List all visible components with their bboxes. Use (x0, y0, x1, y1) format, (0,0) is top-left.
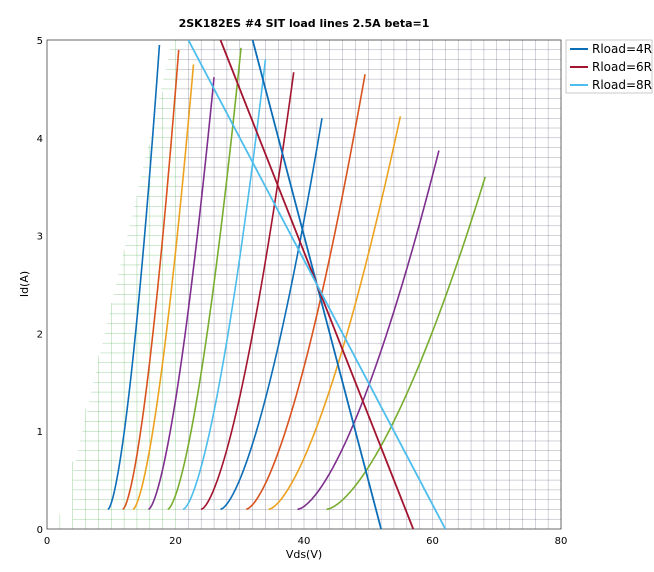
legend-label-2: Rload=6R (592, 60, 652, 74)
y-tick-label: 3 (37, 232, 43, 243)
characteristic-curve-5 (167, 47, 242, 511)
characteristic-curve-1 (107, 44, 161, 510)
characteristic-curve-10 (268, 116, 402, 511)
characteristic-curve-9 (245, 74, 366, 511)
chart-title: 2SK182ES #4 SIT load lines 2.5A beta=1 (179, 17, 430, 30)
characteristic-curve-12 (326, 176, 486, 511)
x-tick-label: 80 (555, 536, 568, 547)
characteristic-curve-7 (200, 72, 295, 511)
legend: Rload=4R Rload=6R Rload=8R (565, 39, 653, 94)
legend-label-3: Rload=8R (592, 78, 652, 92)
legend-label-1: Rload=4R (592, 42, 652, 56)
load-lines (187, 39, 447, 530)
y-axis-label: Id(A) (18, 271, 31, 297)
load-line-3 (187, 39, 447, 530)
characteristic-curve-6 (182, 59, 267, 511)
x-axis-label: Vds(V) (286, 548, 322, 561)
tick-labels: 0 20 40 60 80 0 1 2 3 4 5 (37, 36, 568, 547)
x-tick-label: 20 (169, 536, 182, 547)
x-tick-label: 60 (426, 536, 439, 547)
plot-frame (46, 39, 562, 530)
characteristic-curve-3 (132, 64, 195, 511)
y-tick-label: 4 (37, 134, 43, 145)
characteristic-curves (107, 44, 486, 511)
x-tick-label: 40 (298, 536, 311, 547)
y-tick-label: 0 (37, 525, 43, 536)
characteristic-curve-2 (122, 49, 180, 510)
characteristic-curve-4 (147, 77, 215, 511)
x-tick-label: 0 (44, 536, 50, 547)
y-tick-label: 1 (37, 427, 43, 438)
characteristic-curve-8 (220, 118, 323, 511)
characteristic-curve-11 (297, 150, 440, 511)
y-tick-label: 2 (37, 329, 43, 340)
y-tick-label: 5 (37, 36, 43, 47)
